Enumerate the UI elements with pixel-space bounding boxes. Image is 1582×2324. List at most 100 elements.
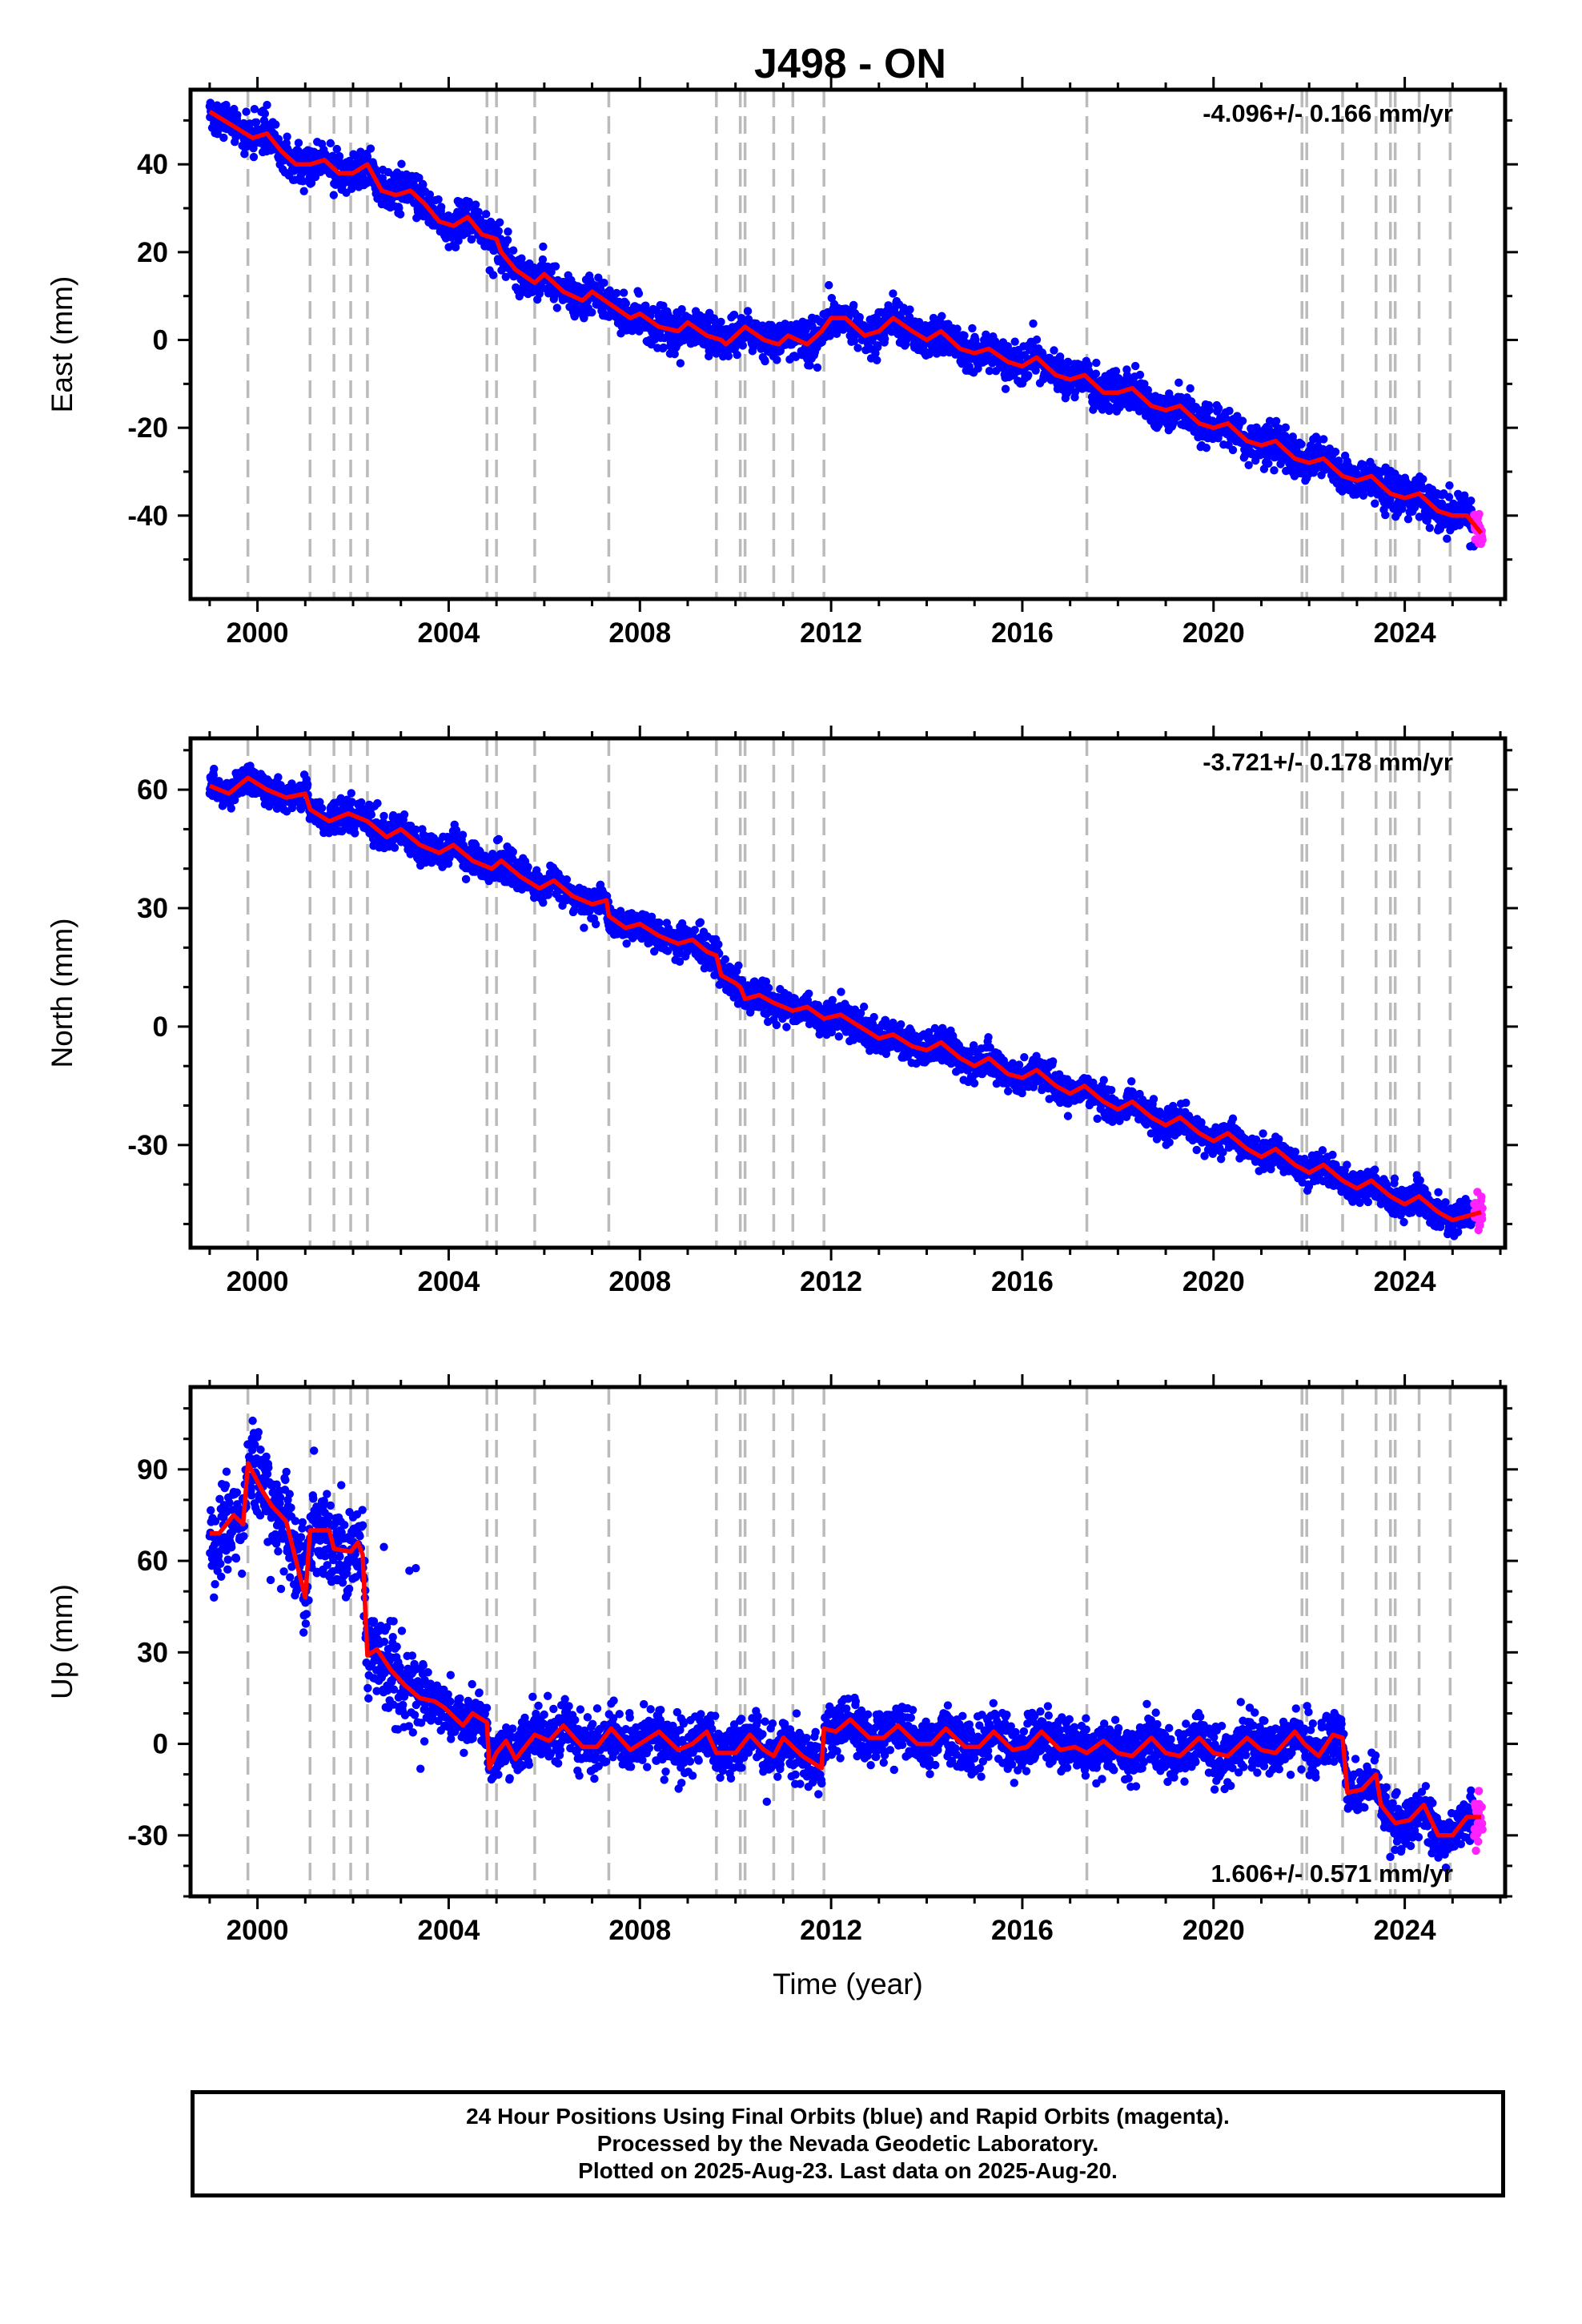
final-orbit-point (871, 349, 880, 358)
final-orbit-point (1264, 459, 1273, 468)
x-tick-label: 2004 (417, 617, 480, 649)
final-orbit-point (219, 133, 228, 143)
final-orbit-point (813, 363, 822, 372)
final-orbit-point (1214, 404, 1223, 412)
final-orbit-point (551, 262, 560, 271)
x-tick-label: 2012 (800, 617, 862, 649)
final-orbit-point (588, 308, 596, 317)
final-orbit-point (724, 352, 733, 360)
final-orbit-point (390, 843, 400, 852)
final-orbit-point (538, 255, 548, 264)
final-orbit-point (1443, 534, 1452, 543)
final-orbit-point (1238, 416, 1247, 425)
final-orbit-point (517, 254, 526, 263)
final-orbit-point (367, 810, 376, 819)
final-orbit-point (1319, 435, 1328, 444)
final-orbit-point (373, 798, 382, 808)
final-orbit-point (659, 343, 669, 352)
final-orbit-point (729, 310, 739, 320)
final-orbit-point (801, 325, 810, 335)
final-orbit-point (508, 847, 517, 857)
final-orbit-point (458, 830, 468, 839)
x-tick-label: 2016 (991, 617, 1054, 649)
final-orbit-point (1385, 495, 1395, 505)
final-orbit-point (495, 218, 504, 227)
final-orbit-point (849, 336, 859, 345)
final-orbit-point (335, 151, 344, 161)
final-orbit-point (938, 312, 946, 320)
final-orbit-point (250, 105, 259, 114)
final-orbit-point (1032, 335, 1042, 344)
y-tick-label: 0 (153, 325, 168, 356)
final-orbit-point (501, 272, 510, 282)
x-tick-label: 2020 (1182, 617, 1245, 649)
final-orbit-point (379, 811, 388, 821)
final-orbit-point (299, 187, 308, 195)
final-orbit-point (889, 289, 897, 298)
final-orbit-point (1244, 460, 1253, 469)
final-orbit-point (251, 118, 261, 127)
y-tick-label: 20 (137, 237, 168, 268)
rapid-orbit-point (1475, 509, 1484, 519)
final-orbit-point (436, 203, 446, 211)
final-orbit-point (263, 100, 271, 110)
final-orbit-point (468, 235, 476, 244)
rate-label: -4.096+/- 0.166 mm/yr (1203, 99, 1453, 127)
final-orbit-point (1359, 491, 1368, 500)
rapid-orbit-point (1478, 536, 1487, 545)
final-orbit-point (773, 356, 781, 364)
final-orbit-point (1455, 521, 1464, 530)
model-line (208, 110, 1484, 535)
final-orbit-point (274, 773, 283, 782)
final-orbit-point (1425, 523, 1435, 533)
figure-title: J498 - ON (754, 41, 946, 87)
final-orbit-point (326, 139, 335, 148)
x-tick-label: 2008 (608, 617, 671, 649)
final-orbit-point (612, 288, 621, 298)
final-orbit-point (1228, 445, 1238, 455)
final-orbit-point (1174, 378, 1183, 388)
final-orbit-point (434, 195, 443, 204)
final-orbit-point (1130, 361, 1140, 371)
final-orbit-point (1419, 475, 1427, 484)
final-orbit-point (387, 824, 396, 833)
final-orbit-point (1381, 510, 1390, 520)
final-orbit-point (329, 191, 339, 199)
final-orbit-point (825, 280, 833, 290)
final-orbit-point (621, 299, 631, 308)
final-orbit-point (1460, 491, 1469, 500)
final-orbit-point (953, 324, 962, 333)
final-orbit-point (400, 810, 409, 819)
final-orbit-point (1143, 385, 1153, 395)
final-orbit-point (1415, 513, 1424, 521)
final-orbit-point (332, 144, 342, 154)
final-orbit-point (676, 359, 685, 368)
final-orbit-point (249, 152, 259, 162)
final-orbit-point (524, 862, 532, 871)
final-orbit-point (347, 789, 355, 798)
final-orbit-point (655, 919, 664, 927)
final-orbit-point (855, 312, 864, 322)
final-orbit-point (351, 829, 359, 838)
final-orbit-point (562, 875, 572, 884)
final-orbit-point (805, 361, 814, 370)
final-orbit-point (366, 144, 375, 153)
final-orbit-point (1403, 514, 1413, 524)
final-orbit-point (1063, 357, 1073, 367)
final-orbit-point (733, 350, 741, 360)
final-orbit-point (1410, 503, 1419, 512)
final-orbit-point (240, 150, 249, 159)
final-orbit-point (397, 159, 406, 168)
y-tick-label: -40 (127, 501, 168, 532)
final-orbit-point (210, 764, 219, 774)
final-orbit-point (1202, 444, 1211, 452)
final-orbit-point (412, 825, 420, 834)
final-orbit-point (303, 780, 312, 789)
final-orbit-point (761, 356, 769, 366)
final-orbit-point (503, 235, 512, 244)
final-orbit-point (539, 242, 548, 251)
final-orbit-point (260, 109, 270, 119)
east-panel: 2000 2004 2008 2012 2016 2020 2024-40-2002040E… (46, 77, 1518, 649)
final-orbit-point (738, 341, 747, 350)
